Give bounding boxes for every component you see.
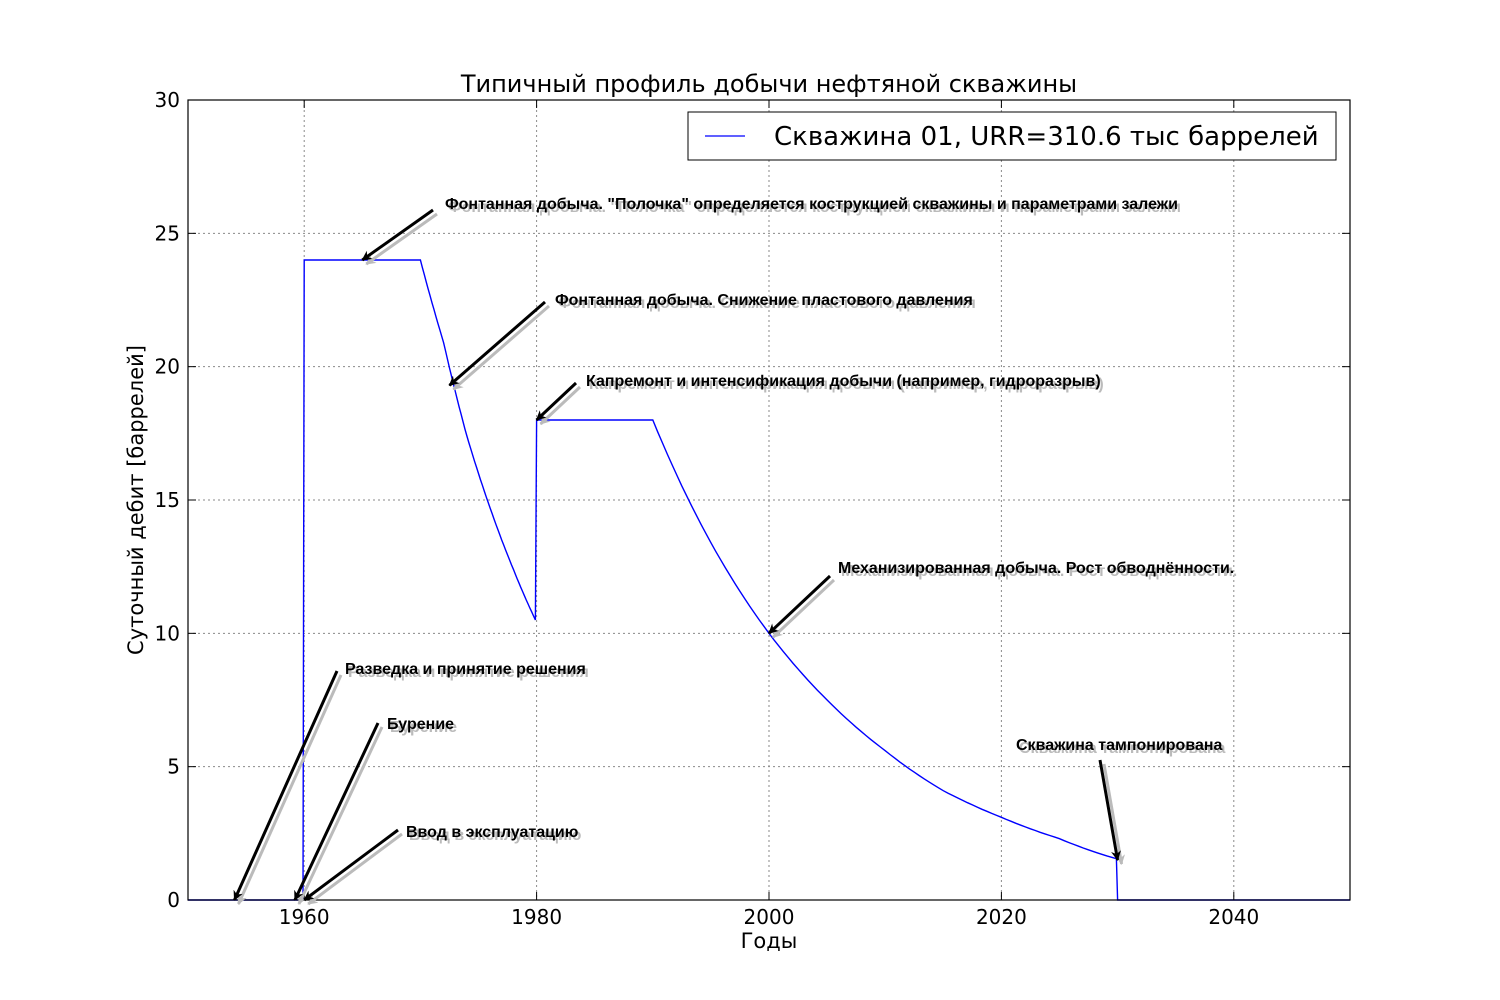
annotation-text: Фонтанная добыча. "Полочка" определяется… [445, 196, 1178, 213]
annotation-arrow-shadow [771, 578, 836, 639]
annotation-text-shadow: Бурение [390, 719, 457, 736]
annotation-text-shadow: Механизированная добыча. Рост обводнённо… [841, 563, 1237, 580]
annotation-text-shadow: Фонтанная добыча. Снижение пластового да… [558, 295, 976, 312]
annotation-text: Капремонт и интенсификация добычи (напри… [586, 373, 1101, 390]
annotation-text-shadow: Скважина тампонирована [1019, 740, 1226, 757]
legend-box [687, 111, 1337, 161]
annotations: Фонтанная добыча. "Полочка" определяется… [233, 196, 1237, 906]
annotation-arrow-shadow [237, 674, 343, 905]
annotation-text-shadow: Капремонт и интенсификация добычи (напри… [589, 376, 1104, 393]
annotation-text-shadow: Разведка и принятие решения [348, 664, 589, 681]
y-tick-label: 30 [155, 88, 180, 112]
annotation-text: Бурение [387, 716, 454, 733]
annotation-arrow [361, 208, 434, 262]
annotation-arrow [535, 381, 578, 422]
series-layer [188, 259, 1350, 901]
annotation-arrow-shadow [1102, 763, 1125, 865]
annotation-text-shadow: Ввод в эксплуатацию [409, 827, 582, 844]
x-tick-label: 1960 [279, 905, 330, 929]
annotation-arrow [303, 828, 399, 902]
annotation-arrow-shadow [452, 304, 550, 391]
axis-ticks: 1960 1980 2000 2020 2040 0 5 10 15 20 25 30 [155, 88, 1350, 929]
y-tick-label: 0 [167, 888, 180, 912]
annotation-text: Разведка и принятие решения [345, 661, 586, 678]
chart-title: Типичный профиль добычи нефтяной скважин… [460, 70, 1077, 98]
y-axis-label: Суточный дебит [баррелей] [124, 345, 148, 655]
y-tick-label: 5 [167, 755, 180, 779]
annotation-arrow [448, 300, 546, 387]
annotation-arrow-shadow [539, 385, 582, 426]
x-tick-label: 2040 [1208, 905, 1259, 929]
annotation-text: Механизированная добыча. Рост обводнённо… [838, 560, 1234, 577]
annotation-text-shadow: Фонтанная добыча. "Полочка" определяется… [448, 199, 1181, 216]
x-axis-label: Годы [741, 929, 798, 953]
annotation-text: Скважина тампонирована [1016, 737, 1223, 754]
annotation-arrow [1098, 759, 1121, 861]
annotation-arrow-shadow [307, 832, 403, 906]
x-tick-label: 2020 [976, 905, 1027, 929]
y-tick-label: 10 [155, 621, 180, 645]
grid-lines [188, 100, 1350, 900]
annotation-arrow [233, 670, 339, 901]
legend-label: Скважина 01, URR=310.6 тыс баррелей [774, 122, 1319, 152]
annotation-text: Фонтанная добыча. Снижение пластового да… [555, 292, 973, 309]
annotation-arrow-shadow [365, 212, 438, 266]
series-line [188, 259, 1350, 901]
y-tick-label: 25 [155, 221, 180, 245]
annotation-arrow [767, 574, 832, 635]
y-tick-label: 20 [155, 355, 180, 379]
legend: Скважина 01, URR=310.6 тыс баррелей [687, 111, 1337, 161]
x-tick-label: 2000 [744, 905, 795, 929]
annotation-arrow [293, 722, 380, 901]
x-tick-label: 1980 [511, 905, 562, 929]
y-tick-label: 15 [155, 488, 180, 512]
annotation-text: Ввод в эксплуатацию [406, 824, 579, 841]
annotation-arrow-shadow [297, 726, 384, 905]
